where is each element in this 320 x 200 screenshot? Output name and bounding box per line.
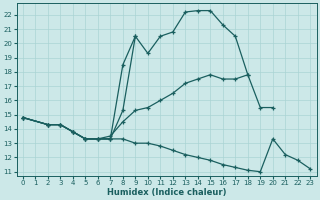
X-axis label: Humidex (Indice chaleur): Humidex (Indice chaleur) (107, 188, 226, 197)
